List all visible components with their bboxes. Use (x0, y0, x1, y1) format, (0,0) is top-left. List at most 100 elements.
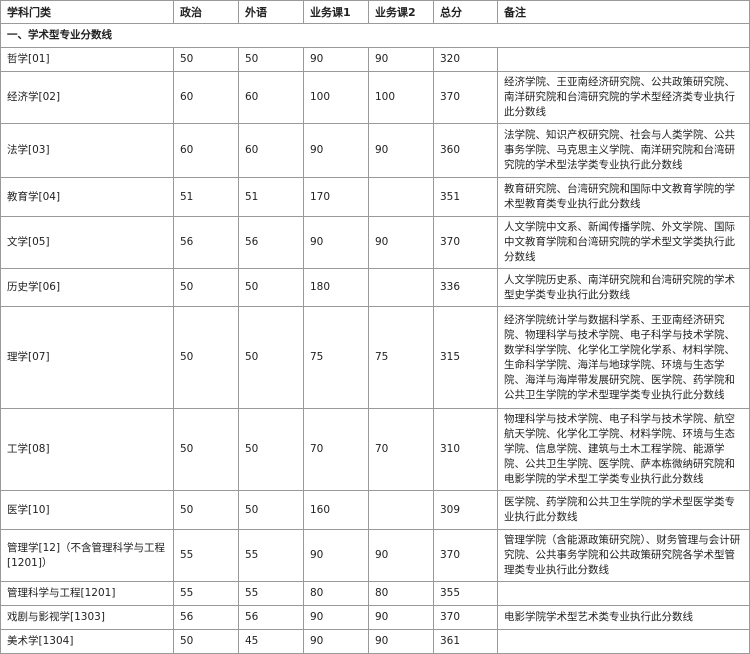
course1-cell: 160 (303, 490, 369, 530)
language-cell: 60 (238, 71, 304, 124)
course1-cell: 90 (303, 529, 369, 582)
course1-cell: 90 (303, 47, 369, 72)
total-cell: 370 (433, 216, 498, 269)
course2-cell (368, 490, 434, 530)
note-cell: 管理学院（含能源政策研究院）、财务管理与会计研究院、公共事务学院和公共政策研究院… (497, 529, 750, 582)
table-row: 理学[07] 50 50 75 75 315 经济学院统计学与数据科学系、王亚南经济研究院、… (0, 306, 750, 409)
subject-cell: 哲学[01] (0, 47, 174, 72)
course2-cell: 90 (368, 529, 434, 582)
course1-cell: 70 (303, 408, 369, 491)
language-cell: 56 (238, 216, 304, 269)
total-cell: 360 (433, 123, 498, 178)
politics-cell: 50 (173, 629, 239, 654)
header-row: 学科门类 政治 外语 业务课1 业务课2 总分 备注 (0, 0, 750, 24)
section-title: 一、学术型专业分数线 (0, 23, 750, 48)
header-politics: 政治 (173, 0, 239, 24)
table-row: 戏剧与影视学[1303] 56 56 90 90 370 电影学院学术型艺术类专业执行此分数… (0, 605, 750, 630)
politics-cell: 56 (173, 605, 239, 630)
politics-cell: 50 (173, 490, 239, 530)
course1-cell: 90 (303, 216, 369, 269)
course2-cell (368, 177, 434, 217)
header-language: 外语 (238, 0, 304, 24)
course1-cell: 170 (303, 177, 369, 217)
subject-cell: 美术学[1304] (0, 629, 174, 654)
table-row: 历史学[06] 50 50 180 336 人文学院历史系、南洋研究院和台湾研究院的学术型… (0, 268, 750, 307)
course2-cell: 75 (368, 306, 434, 409)
subject-cell: 理学[07] (0, 306, 174, 409)
table-row: 法学[03] 60 60 90 90 360 法学院、知识产权研究院、社会与人类学院、公共事… (0, 123, 750, 178)
table-row: 哲学[01] 50 50 90 90 320 (0, 47, 750, 72)
total-cell: 370 (433, 71, 498, 124)
language-cell: 50 (238, 490, 304, 530)
note-cell: 电影学院学术型艺术类专业执行此分数线 (497, 605, 750, 630)
course1-cell: 90 (303, 605, 369, 630)
total-cell: 315 (433, 306, 498, 409)
course1-cell: 90 (303, 629, 369, 654)
total-cell: 320 (433, 47, 498, 72)
course1-cell: 75 (303, 306, 369, 409)
course2-cell: 90 (368, 123, 434, 178)
politics-cell: 50 (173, 268, 239, 307)
politics-cell: 60 (173, 123, 239, 178)
total-cell: 351 (433, 177, 498, 217)
subject-cell: 戏剧与影视学[1303] (0, 605, 174, 630)
course2-cell (368, 268, 434, 307)
total-cell: 309 (433, 490, 498, 530)
total-cell: 370 (433, 605, 498, 630)
table-row: 管理学[12]（不含管理科学与工程[1201]） 55 55 90 90 370 管理学院（… (0, 529, 750, 582)
politics-cell: 60 (173, 71, 239, 124)
header-course1: 业务课1 (303, 0, 369, 24)
note-cell (497, 581, 750, 606)
course1-cell: 80 (303, 581, 369, 606)
table-row: 经济学[02] 60 60 100 100 370 经济学院、王亚南经济研究院、公共政策研究… (0, 71, 750, 124)
table-row: 教育学[04] 51 51 170 351 教育研究院、台湾研究院和国际中文教育学院的学术… (0, 177, 750, 217)
note-cell (497, 629, 750, 654)
subject-cell: 医学[10] (0, 490, 174, 530)
section-row: 一、学术型专业分数线 (0, 23, 750, 48)
politics-cell: 50 (173, 47, 239, 72)
table-row: 管理科学与工程[1201] 55 55 80 80 355 (0, 581, 750, 606)
header-course2: 业务课2 (368, 0, 434, 24)
header-total: 总分 (433, 0, 498, 24)
subject-cell: 历史学[06] (0, 268, 174, 307)
subject-cell: 教育学[04] (0, 177, 174, 217)
language-cell: 50 (238, 306, 304, 409)
subject-cell: 工学[08] (0, 408, 174, 491)
course1-cell: 90 (303, 123, 369, 178)
total-cell: 336 (433, 268, 498, 307)
note-cell: 人文学院中文系、新闻传播学院、外文学院、国际中文教育学院和台湾研究院的学术型文学… (497, 216, 750, 269)
subject-cell: 法学[03] (0, 123, 174, 178)
subject-cell: 管理科学与工程[1201] (0, 581, 174, 606)
politics-cell: 50 (173, 306, 239, 409)
note-cell: 经济学院统计学与数据科学系、王亚南经济研究院、物理科学与技术学院、电子科学与技术… (497, 306, 750, 409)
total-cell: 310 (433, 408, 498, 491)
politics-cell: 51 (173, 177, 239, 217)
header-note: 备注 (497, 0, 750, 24)
course2-cell: 90 (368, 605, 434, 630)
language-cell: 56 (238, 605, 304, 630)
table-row: 文学[05] 56 56 90 90 370 人文学院中文系、新闻传播学院、外文学院、国际中… (0, 216, 750, 269)
total-cell: 355 (433, 581, 498, 606)
course2-cell: 90 (368, 216, 434, 269)
politics-cell: 55 (173, 529, 239, 582)
course2-cell: 100 (368, 71, 434, 124)
language-cell: 50 (238, 408, 304, 491)
note-cell: 法学院、知识产权研究院、社会与人类学院、公共事务学院、马克思主义学院、南洋研究院… (497, 123, 750, 178)
note-cell: 医学院、药学院和公共卫生学院的学术型医学类专业执行此分数线 (497, 490, 750, 530)
language-cell: 50 (238, 47, 304, 72)
subject-cell: 经济学[02] (0, 71, 174, 124)
table-row: 医学[10] 50 50 160 309 医学院、药学院和公共卫生学院的学术型医学类专业执… (0, 490, 750, 530)
note-cell (497, 47, 750, 72)
course2-cell: 80 (368, 581, 434, 606)
course2-cell: 90 (368, 47, 434, 72)
header-subject: 学科门类 (0, 0, 174, 24)
course2-cell: 70 (368, 408, 434, 491)
note-cell: 教育研究院、台湾研究院和国际中文教育学院的学术型教育类专业执行此分数线 (497, 177, 750, 217)
politics-cell: 55 (173, 581, 239, 606)
politics-cell: 56 (173, 216, 239, 269)
language-cell: 55 (238, 581, 304, 606)
language-cell: 51 (238, 177, 304, 217)
total-cell: 361 (433, 629, 498, 654)
politics-cell: 50 (173, 408, 239, 491)
